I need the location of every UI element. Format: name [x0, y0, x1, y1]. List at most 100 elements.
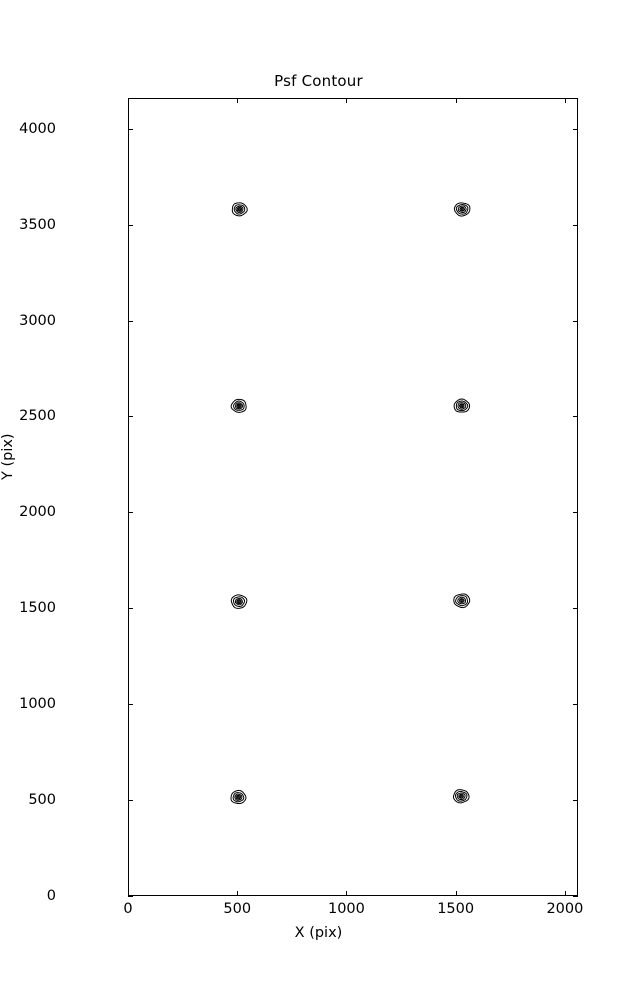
contour-ring [235, 794, 242, 800]
contour-ring [453, 789, 470, 804]
psf-core [460, 795, 462, 797]
tick-mark [573, 608, 578, 610]
tick-mark [128, 98, 129, 103]
y-tick-label: 2000 [19, 504, 56, 521]
contour-ring [235, 402, 244, 410]
psf-core [461, 600, 463, 602]
y-tick-label: 3500 [19, 216, 56, 233]
tick-mark [128, 704, 133, 706]
contour-ring [237, 404, 241, 408]
tick-mark [564, 98, 566, 103]
tick-mark [573, 800, 578, 802]
page-title: Psf Contour [274, 72, 363, 90]
psf-c1-r2 [230, 594, 248, 609]
contour-ring [236, 599, 242, 604]
psf-core [461, 208, 463, 210]
x-tick-label: 1500 [437, 901, 475, 917]
psf-c1-r3 [230, 398, 247, 413]
tick-mark [128, 416, 133, 418]
tick-mark [573, 512, 578, 514]
contour-ring [455, 595, 469, 607]
contour-ring [458, 793, 464, 799]
contour-ring [235, 205, 244, 213]
psf-c2-r1 [453, 789, 470, 804]
y-tick-label: 500 [28, 792, 56, 809]
contour-ring [459, 598, 465, 603]
contour-ring [230, 789, 247, 805]
tick-mark [128, 512, 133, 514]
contour-ring [460, 599, 464, 603]
contour-ring [237, 600, 241, 603]
contour-ring [460, 404, 464, 408]
contour-ring [455, 400, 469, 412]
contour-ring [459, 206, 465, 212]
contour-ring [230, 594, 248, 609]
tick-mark [573, 224, 578, 226]
y-tick-label: 2500 [19, 408, 56, 425]
tick-mark [573, 320, 578, 322]
psf-c2-r3 [453, 398, 471, 413]
contour-ring [453, 593, 471, 609]
x-tick-label: 2000 [546, 901, 584, 917]
tick-mark [128, 128, 133, 130]
psf-core [461, 405, 463, 407]
psf-core [238, 208, 240, 210]
contour-ring [234, 793, 243, 801]
tick-mark [128, 800, 133, 802]
y-tick-label: 1000 [19, 696, 56, 713]
psf-core [238, 601, 240, 602]
contour-ring [454, 790, 468, 802]
contour-ring [232, 792, 245, 803]
tick-mark [346, 98, 348, 103]
psf-core [238, 405, 240, 407]
y-tick-label: 4000 [19, 120, 56, 137]
contour-ring [459, 794, 463, 798]
contour-ring [236, 206, 243, 212]
contour-ring [236, 403, 242, 409]
psf-c2-r2 [453, 593, 471, 609]
contour-ring [453, 398, 471, 413]
plot-axes-frame [128, 98, 578, 896]
x-tick-label: 1000 [327, 901, 365, 917]
x-tick-label: 0 [123, 901, 133, 917]
tick-mark [237, 98, 239, 103]
contour-ring [457, 205, 467, 214]
tick-mark [573, 704, 578, 706]
contour-ring [457, 596, 467, 605]
tick-mark [564, 891, 566, 896]
contour-ring [460, 207, 464, 211]
y-tick-label: 3000 [19, 312, 56, 329]
contour-ring [230, 398, 247, 413]
tick-mark [128, 608, 133, 610]
contour-ring [233, 400, 245, 411]
contour-ring [457, 402, 467, 410]
contour-ring [232, 596, 245, 607]
tick-mark [573, 896, 578, 897]
tick-mark [573, 128, 578, 130]
contour-ring [234, 598, 243, 606]
tick-mark [573, 416, 578, 418]
psf-core [237, 796, 239, 798]
tick-mark [128, 896, 133, 897]
y-tick-label: 0 [46, 888, 56, 904]
contour-ring [455, 203, 469, 215]
tick-mark [455, 98, 457, 103]
contour-ring [458, 403, 465, 409]
y-tick-label: 1500 [19, 600, 56, 617]
psf-c2-r4 [453, 202, 471, 217]
tick-mark [128, 891, 129, 896]
contour-ring [231, 202, 248, 217]
contour-ring [456, 792, 466, 801]
contour-ring [236, 795, 240, 799]
x-tick-label: 500 [223, 901, 252, 917]
tick-mark [237, 891, 239, 896]
tick-mark [128, 320, 133, 322]
contour-ring [237, 207, 241, 211]
psf-c1-r1 [230, 789, 247, 805]
contour-ring [233, 204, 246, 215]
tick-mark [128, 224, 133, 226]
contour-ring [453, 202, 471, 217]
tick-mark [455, 891, 457, 896]
psf-c1-r4 [231, 202, 248, 217]
